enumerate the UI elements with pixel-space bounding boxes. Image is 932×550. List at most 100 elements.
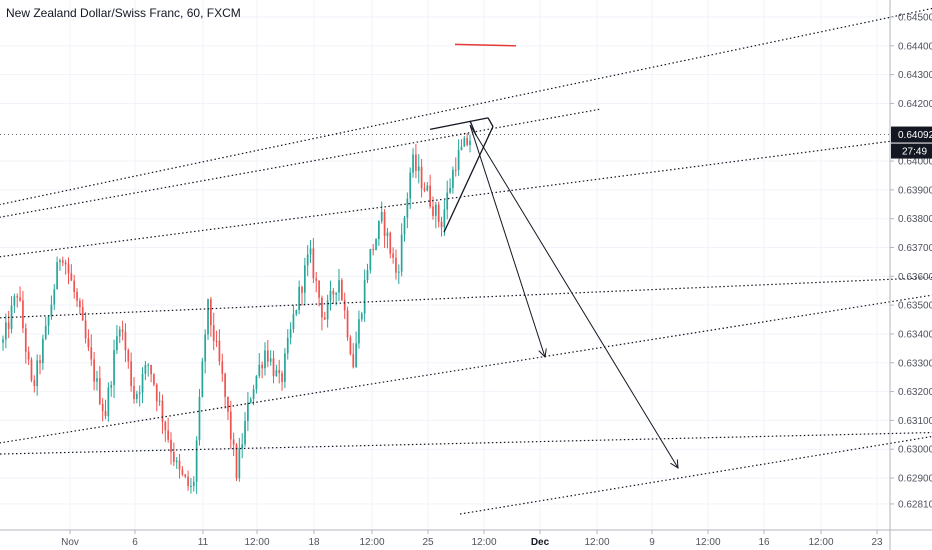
- candle-body: [261, 364, 263, 369]
- chart-title: New Zealand Dollar/Swiss Franc, 60, FXCM: [6, 6, 241, 20]
- candle-body: [170, 439, 172, 452]
- x-tick-label: 25: [422, 537, 434, 548]
- y-tick-label: 0.64500: [898, 13, 932, 24]
- y-tick-label: 0.63400: [898, 329, 932, 340]
- candle-body: [247, 402, 249, 422]
- candle-body: [133, 386, 135, 400]
- channel-line[interactable]: [0, 276, 932, 319]
- candle-body: [400, 234, 403, 272]
- candle-body: [358, 319, 360, 344]
- candle-body: [315, 278, 318, 281]
- channel-line[interactable]: [459, 432, 932, 515]
- candle-body: [93, 359, 95, 382]
- channel-line[interactable]: [0, 108, 601, 224]
- wedge-line[interactable]: [429, 117, 489, 131]
- candle-body: [258, 364, 261, 376]
- y-tick-label: 0.64200: [898, 99, 932, 110]
- candle-body: [224, 373, 226, 397]
- candle-body: [212, 325, 215, 341]
- candle-body: [158, 400, 161, 402]
- candle-body: [96, 378, 98, 382]
- candle-body: [466, 138, 469, 145]
- candle-body: [153, 374, 155, 385]
- candle-body: [164, 421, 167, 431]
- candle-body: [201, 361, 204, 397]
- candle-body: [289, 329, 292, 338]
- candle-body: [218, 340, 221, 362]
- y-tick-label: 0.63200: [898, 387, 932, 398]
- candle-body: [415, 154, 417, 171]
- candle-body: [341, 280, 343, 301]
- price-labels: 0.64092 27:49: [0, 126, 932, 159]
- projection-arrow[interactable]: [469, 124, 545, 357]
- candle-body: [264, 350, 266, 369]
- candle-body: [144, 365, 147, 374]
- candle-body: [229, 411, 232, 440]
- candle-body: [2, 339, 4, 343]
- candle-body: [232, 439, 235, 445]
- wedge-line[interactable]: [443, 126, 494, 233]
- y-tick-label: 0.63800: [898, 214, 932, 225]
- candle-body: [24, 328, 27, 352]
- price-axis[interactable]: 0.64500 0.64400 0.64300 0.64200 0.64000 0.639…: [889, 0, 932, 550]
- projection-arrow[interactable]: [469, 124, 678, 468]
- candle-body: [64, 262, 67, 265]
- current-price-badge: [891, 126, 932, 143]
- candle-body: [113, 350, 115, 386]
- candle-body: [309, 248, 312, 255]
- candle-body: [386, 232, 389, 236]
- candle-body: [266, 350, 269, 362]
- x-tick-label: 9: [649, 537, 655, 548]
- candle-body: [355, 343, 357, 368]
- candle-body: [443, 209, 446, 228]
- candle-body: [195, 440, 198, 482]
- channel-line[interactable]: [0, 291, 932, 449]
- x-tick-label: 6: [132, 537, 138, 548]
- candle-body: [346, 310, 349, 338]
- candle-body: [369, 249, 372, 271]
- candle-body: [301, 286, 303, 293]
- candle-body: [210, 299, 212, 326]
- candle-body: [181, 469, 184, 475]
- red-level-line[interactable]: [454, 43, 517, 47]
- candle-body: [70, 273, 73, 281]
- candle-body: [198, 396, 201, 441]
- candle-body: [190, 485, 192, 487]
- y-tick-label: 0.63900: [898, 185, 932, 196]
- candle-body: [192, 481, 195, 486]
- candle-body: [409, 172, 412, 199]
- countdown-badge: [891, 143, 932, 159]
- candle-body: [392, 253, 394, 258]
- candle-body: [50, 304, 53, 317]
- candle-body: [318, 280, 320, 298]
- candle-body: [423, 188, 426, 191]
- candle-body: [16, 296, 19, 298]
- candle-body: [7, 322, 10, 329]
- time-axis[interactable]: Nov 6 11 12:00 18 12:00 25 12:00 Dec 12:00 9 12:00 1…: [0, 529, 932, 548]
- y-tick-label: 0.64400: [898, 41, 932, 52]
- x-tick-label: Nov: [61, 537, 79, 548]
- candle-body: [187, 476, 189, 487]
- candle-body: [406, 198, 409, 218]
- candle-body: [272, 358, 275, 377]
- candle-body: [81, 307, 84, 321]
- countdown-label: 27:49: [902, 147, 927, 158]
- channel-line[interactable]: [0, 431, 932, 455]
- x-tick-label: 18: [308, 537, 320, 548]
- candle-body: [349, 337, 352, 355]
- candle-body: [155, 384, 158, 402]
- candle-body: [321, 297, 323, 318]
- wedge-line[interactable]: [487, 117, 494, 127]
- candle-body: [172, 451, 175, 463]
- candle-body: [42, 338, 44, 364]
- candle-body: [420, 166, 423, 189]
- candle-body: [329, 290, 332, 301]
- candle-body: [360, 313, 363, 320]
- candle-body: [426, 185, 429, 191]
- candle-body: [449, 187, 451, 193]
- candle-body: [27, 351, 30, 360]
- candle-body: [76, 291, 78, 301]
- candle-body: [460, 146, 463, 150]
- candle-body: [463, 138, 466, 147]
